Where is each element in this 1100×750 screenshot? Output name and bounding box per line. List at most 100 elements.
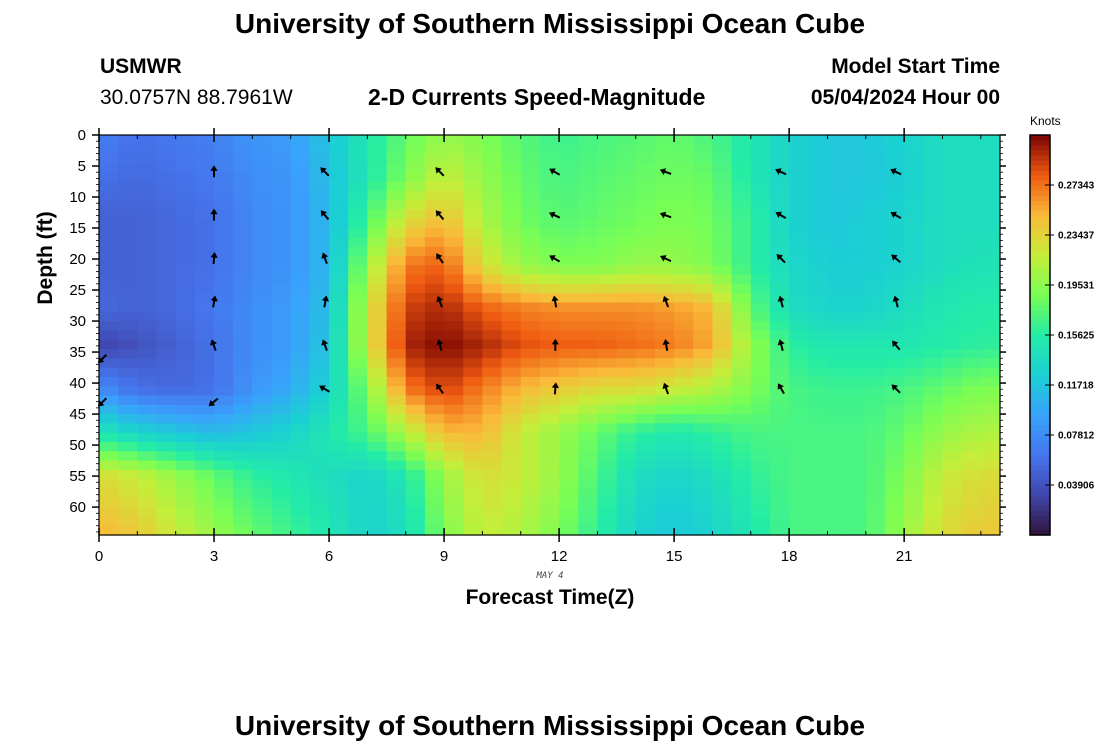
- colorbar-segment: [1030, 325, 1050, 331]
- heatmap-cell: [444, 162, 464, 173]
- heatmap-cell: [961, 358, 982, 369]
- heatmap-cell: [233, 228, 253, 238]
- heatmap-cell: [769, 144, 790, 155]
- heatmap-cell: [367, 293, 388, 304]
- heatmap-cell: [214, 441, 234, 452]
- heatmap-cell: [597, 488, 618, 499]
- heatmap-cell: [463, 358, 483, 369]
- heatmap-cell: [348, 376, 368, 387]
- heatmap-cell: [923, 302, 944, 313]
- heatmap-cell: [789, 255, 809, 266]
- heatmap-cell: [846, 395, 867, 406]
- heatmap-cell: [348, 311, 368, 322]
- heatmap-cell: [750, 162, 771, 173]
- heatmap-cell: [808, 432, 829, 443]
- heatmap-cell: [175, 451, 196, 462]
- heatmap-cell: [214, 330, 234, 341]
- heatmap-cell: [424, 265, 445, 276]
- heatmap-cell: [674, 469, 694, 480]
- heatmap-cell: [501, 265, 522, 276]
- heatmap-cell: [808, 181, 829, 192]
- heatmap-cell: [137, 311, 158, 322]
- heatmap-cell: [252, 228, 273, 238]
- heatmap-cell: [750, 367, 771, 378]
- heatmap-cell: [271, 441, 292, 452]
- heatmap-cell: [769, 153, 790, 164]
- heatmap-cell: [865, 293, 886, 304]
- heatmap-cell: [980, 479, 1001, 490]
- heatmap-cell: [635, 404, 656, 415]
- heatmap-cell: [290, 209, 311, 220]
- heatmap-cell: [693, 255, 714, 266]
- heatmap-cell: [750, 135, 771, 145]
- heatmap-cell: [386, 162, 407, 173]
- heatmap-cell: [252, 423, 273, 434]
- heatmap-cell: [865, 497, 886, 508]
- heatmap-cell: [961, 255, 982, 266]
- heatmap-cell: [194, 516, 215, 527]
- heatmap-cell: [904, 441, 924, 452]
- heatmap-cell: [846, 516, 867, 527]
- heatmap-cell: [961, 386, 982, 397]
- heatmap-cell: [444, 479, 464, 490]
- heatmap-cell: [520, 181, 541, 192]
- heatmap-cell: [635, 488, 656, 499]
- heatmap-cell: [769, 321, 790, 331]
- heatmap-cell: [290, 321, 311, 331]
- heatmap-cell: [405, 190, 426, 201]
- heatmap-cell: [616, 293, 637, 304]
- heatmap-cell: [789, 274, 809, 285]
- heatmap-cell: [961, 497, 982, 508]
- heatmap-cell: [980, 311, 1001, 322]
- heatmap-cell: [309, 348, 330, 359]
- heatmap-cell: [309, 218, 330, 229]
- heatmap-cell: [923, 386, 944, 397]
- heatmap-cell: [463, 330, 483, 341]
- heatmap-cell: [214, 255, 234, 266]
- heatmap-cell: [597, 479, 618, 490]
- heatmap-cell: [252, 144, 273, 155]
- heatmap-cell: [597, 135, 618, 145]
- heatmap-cell: [731, 460, 752, 471]
- heatmap-cell: [865, 153, 886, 164]
- heatmap-cell: [309, 479, 330, 490]
- heatmap-cell: [559, 404, 579, 415]
- heatmap-cell: [616, 153, 637, 164]
- heatmap-cell: [348, 423, 368, 434]
- heatmap-cell: [329, 376, 349, 387]
- current-arrow: [776, 254, 786, 264]
- heatmap-cell: [137, 321, 158, 331]
- heatmap-cell: [233, 469, 253, 480]
- heatmap-cell: [539, 339, 560, 350]
- heatmap-cell: [712, 460, 733, 471]
- heatmap-cell: [674, 265, 694, 276]
- heatmap-cell: [482, 200, 503, 211]
- heatmap-cell: [750, 283, 771, 294]
- heatmap-cell: [808, 525, 829, 536]
- colorbar-tick-label: 0.19531: [1058, 281, 1095, 292]
- heatmap-cell: [808, 507, 829, 517]
- heatmap-cell: [789, 228, 809, 238]
- heatmap-cell: [309, 228, 330, 238]
- heatmap-cell: [309, 460, 330, 471]
- heatmap-cell: [118, 302, 138, 313]
- heatmap-cell: [405, 181, 426, 192]
- heatmap-cell: [712, 339, 733, 350]
- heatmap-cell: [137, 479, 158, 490]
- heatmap-cell: [175, 255, 196, 266]
- heatmap-cell: [884, 441, 905, 452]
- heatmap-cell: [539, 293, 560, 304]
- heatmap-cell: [405, 516, 426, 527]
- heatmap-cell: [386, 237, 407, 248]
- heatmap-cell: [463, 460, 483, 471]
- heatmap-cell: [463, 367, 483, 378]
- y-axis-label: Depth (ft): [34, 211, 57, 304]
- heatmap-cell: [329, 432, 349, 443]
- heatmap-cell: [923, 441, 944, 452]
- heatmap-cell: [539, 395, 560, 406]
- heatmap-cell: [309, 451, 330, 462]
- heatmap-cell: [808, 497, 829, 508]
- heatmap-cell: [961, 144, 982, 155]
- heatmap-cell: [214, 358, 234, 369]
- heatmap-cell: [99, 469, 119, 480]
